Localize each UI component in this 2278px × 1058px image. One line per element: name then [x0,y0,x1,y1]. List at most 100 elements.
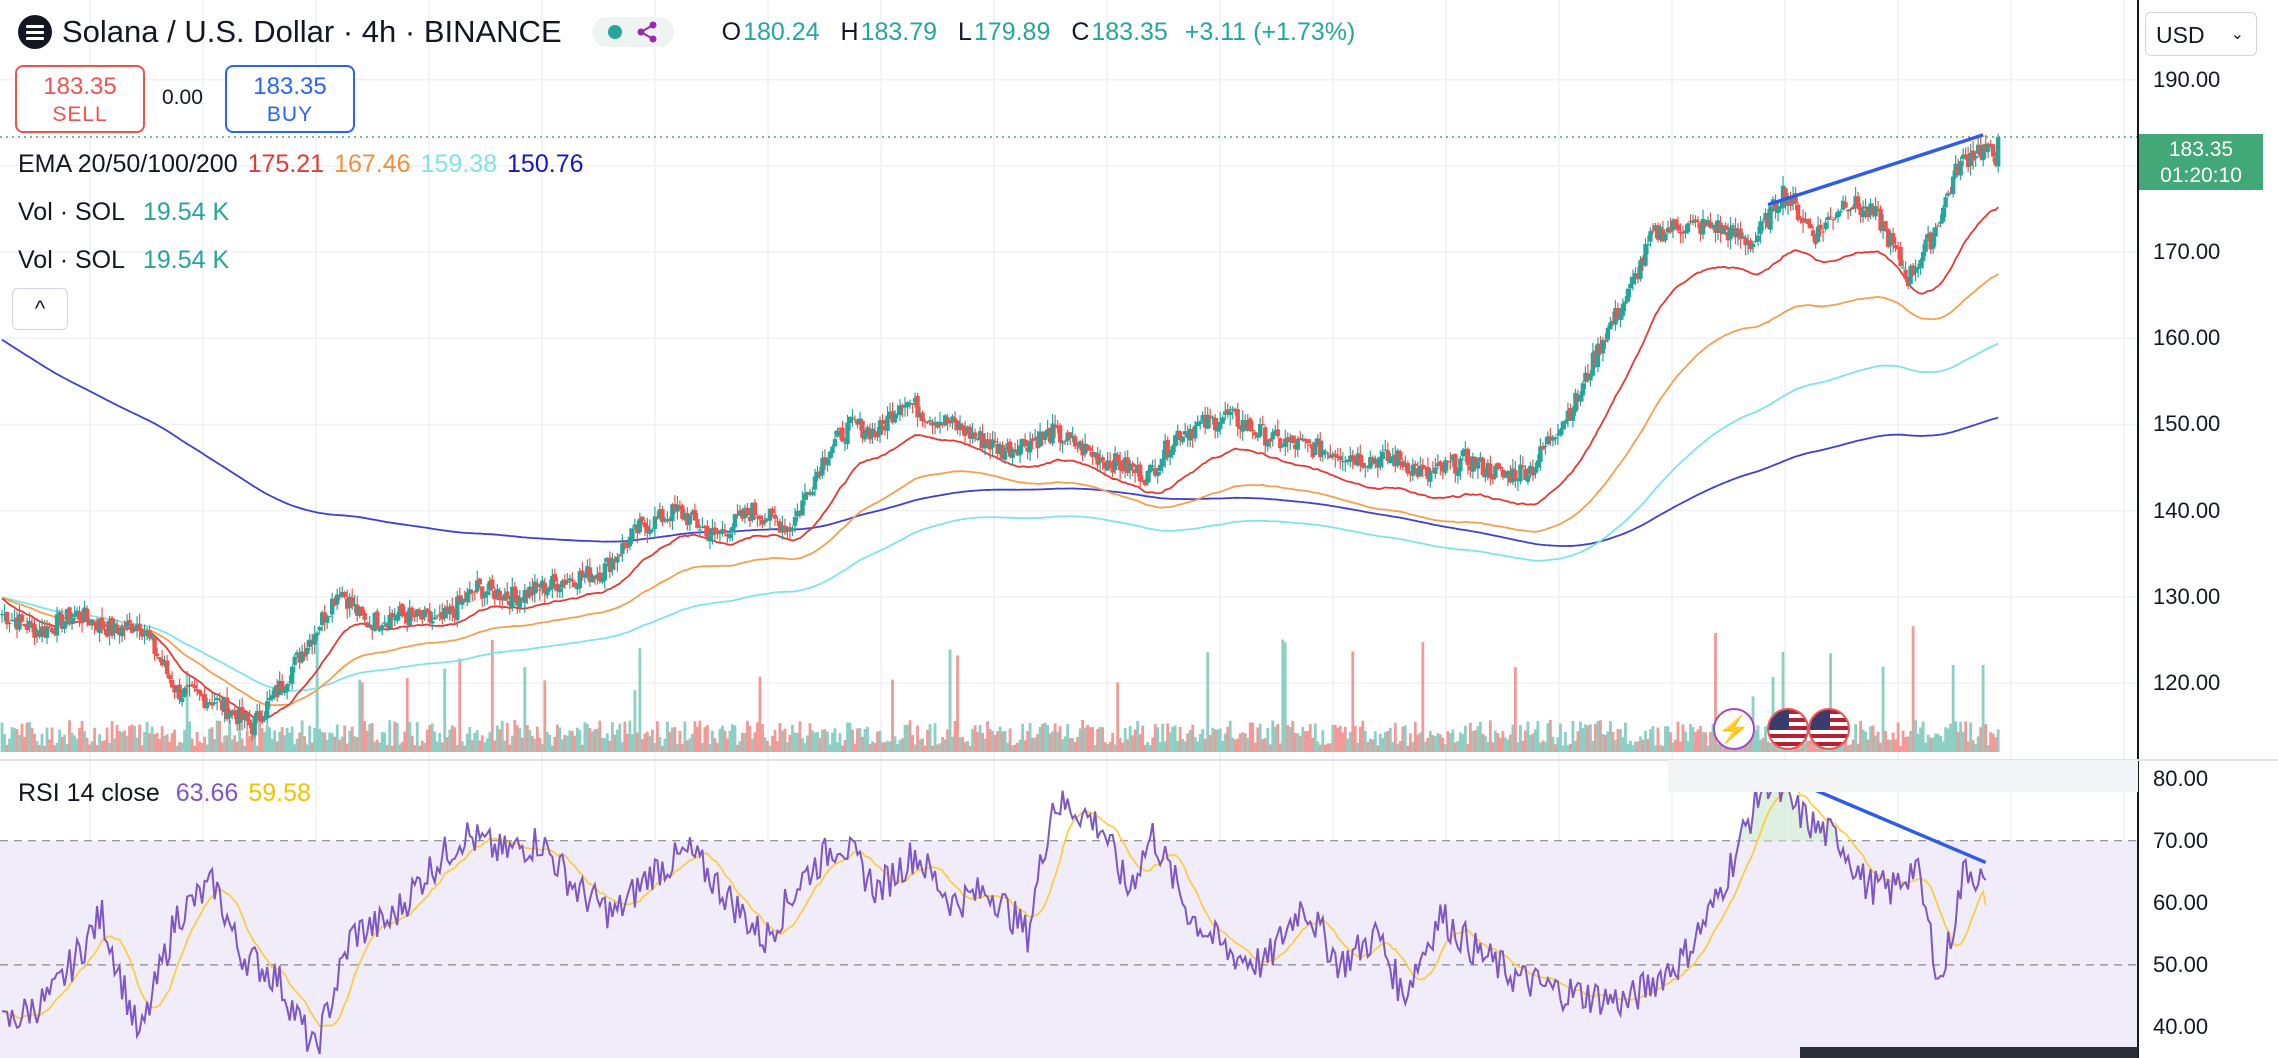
candle-body [997,444,1003,454]
candle-body [372,612,377,631]
volume-bar [323,732,327,752]
currency-select[interactable]: USD ⌄ [2145,12,2257,56]
candle-body [1903,269,1908,279]
volume-bar [1946,728,1950,752]
volume-bar [733,725,737,752]
candle-body [1910,265,1916,276]
volume-bar [1476,726,1480,752]
lightning-icon[interactable]: ⚡ [1713,708,1755,750]
price-axis-label: 190.00 [2153,66,2221,92]
flag-us-icon[interactable] [1767,708,1809,750]
volume-bar [358,679,362,752]
volume-bar [280,727,284,752]
volume-bar [1121,742,1125,752]
volume-bar [1611,731,1615,752]
candle-body [1628,283,1633,289]
volume-legend-2[interactable]: Vol · SOL 19.54 K [18,246,230,274]
volume-bar [1403,725,1407,752]
rsi-trendline[interactable] [1787,777,1987,865]
candle-body [1848,208,1853,210]
volume-bar [796,733,799,752]
candle-body [842,442,848,444]
status-pill[interactable] [591,17,674,47]
volume-bar [675,743,679,752]
volume-bar [801,738,804,752]
candle-body [217,698,222,700]
volume-bar [713,738,717,752]
volume-bar [723,730,727,752]
candle-body [742,508,748,519]
candle-body [137,623,142,632]
volume-bar [716,743,719,752]
volume-bar [460,741,464,752]
volume-bar [1503,737,1507,752]
volume-bar [911,734,914,752]
sell-button[interactable]: 183.35 SELL [15,65,145,133]
candle-body [1280,445,1285,447]
candle-body [1025,447,1030,452]
volume-bar [283,735,287,752]
candle-body [177,684,182,700]
candle-body [162,661,167,663]
candle-body [1753,241,1758,243]
candle-body [1017,445,1023,456]
volume-bar [1051,731,1055,752]
candle-body [1975,144,1981,154]
candle-body [24,625,30,631]
volume-bar [928,724,932,752]
volume-bar [120,732,124,752]
candle-body [1350,454,1355,460]
candle-body [1208,416,1213,419]
rsi-overbought-fill [1728,764,1854,841]
candle-body [1600,339,1606,354]
volume-bar [408,721,412,752]
volume-legend-1[interactable]: Vol · SOL 19.54 K [18,198,230,226]
candle-body [1253,432,1258,436]
ema-legend[interactable]: EMA 20/50/100/200 175.21 167.46 159.38 150.7… [18,150,584,178]
volume-bar [455,744,459,752]
volume-bar [1131,735,1135,752]
price-trendline[interactable] [1767,133,1984,207]
candle-body [202,694,207,708]
candle-body [1460,450,1466,457]
candle-body [214,698,220,701]
volume-bar [893,736,897,752]
candle-body [1190,429,1195,438]
candle-body [252,716,257,736]
candle-body [935,423,940,428]
volume-bar [480,735,484,752]
candle-body [1695,220,1701,223]
candle-body [164,660,170,675]
candle-body [1430,470,1436,473]
candle-body [7,622,12,624]
volume-bar [936,744,939,752]
candle-body [385,623,390,628]
volume-bar [1066,723,1070,752]
candle-body [312,634,317,645]
symbol-title[interactable]: Solana / U.S. Dollar · 4h · BINANCE [62,14,562,49]
volume-bar [48,739,51,752]
trendlines[interactable] [1767,133,1987,865]
collapse-legend-button[interactable]: ^ [12,288,68,330]
volume-bar [1408,733,1412,752]
rsi-legend[interactable]: RSI 14 close 63.66 59.58 [18,779,311,807]
volume-bar [1976,736,1980,752]
volume-bar [1443,744,1447,752]
candle-body [1218,422,1223,430]
candle-body [442,607,447,619]
candle-body [1953,163,1958,178]
volume-bar [1461,733,1465,752]
volume-bar [1493,730,1497,752]
candle-body [97,618,102,633]
volume-bar [1991,733,1995,752]
volume-bar [1956,731,1960,752]
candle-body [405,613,410,624]
candle-body [637,518,643,533]
flag-us-icon[interactable] [1808,708,1850,750]
volume-bar [858,728,862,752]
candle-body [612,559,618,562]
buy-button[interactable]: 183.35 BUY [225,65,355,133]
candle-body [319,612,325,626]
volume-bar [1931,737,1935,752]
